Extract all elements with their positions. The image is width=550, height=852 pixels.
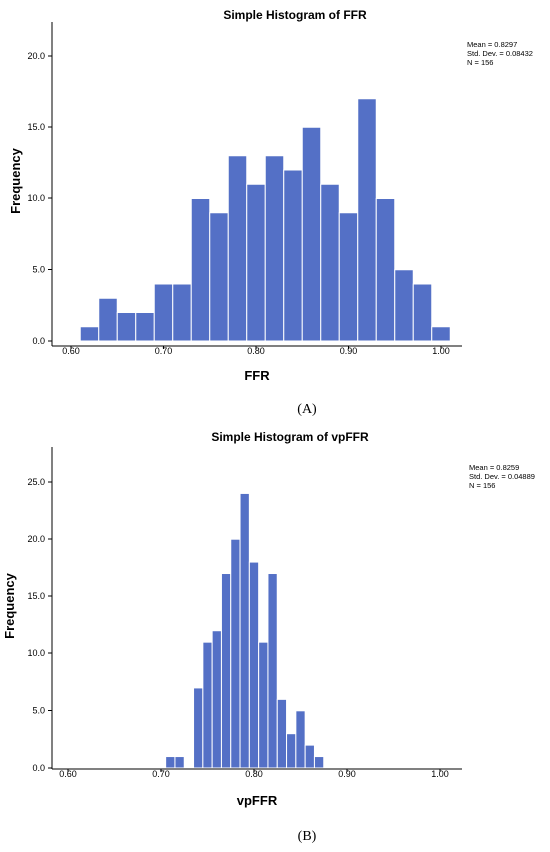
- histogram-bar: [375, 198, 396, 342]
- panel-label: (A): [297, 402, 317, 417]
- histogram-bar: [276, 698, 288, 769]
- histogram-bar: [301, 126, 322, 342]
- x-axis-title: vpFFR: [237, 793, 278, 808]
- histogram-bar: [227, 155, 248, 342]
- histogram-bar: [174, 756, 185, 769]
- y-tick-label: 20.0: [27, 534, 45, 544]
- histogram-panel-vpffr: Simple Histogram of vpFFR 0.0 5.0 10.0 15.0 2…: [2, 430, 535, 844]
- y-tick-label: 25.0: [27, 477, 45, 487]
- histogram-bar: [267, 573, 278, 769]
- histogram-bar: [412, 283, 433, 342]
- x-tick-label: 0.70: [155, 346, 173, 356]
- histogram-bar: [98, 297, 118, 342]
- histogram-bar: [431, 326, 451, 342]
- histogram-bar: [116, 312, 137, 342]
- histogram-bar: [239, 492, 250, 769]
- histogram-bar: [209, 212, 229, 342]
- x-tick-label: 0.90: [338, 769, 356, 779]
- histogram-bar: [320, 183, 340, 342]
- histogram-panel-ffr: Simple Histogram of FFR 0.0 5.0 10.0 15.0 20.…: [8, 8, 533, 417]
- y-axis-title: Frequency: [8, 147, 23, 214]
- x-tick-label: 0.80: [247, 346, 265, 356]
- histogram-bar: [211, 630, 222, 769]
- histogram-bar: [248, 561, 260, 769]
- y-tick-label: 15.0: [27, 122, 45, 132]
- histogram-bar: [258, 641, 269, 769]
- chart-title: Simple Histogram of FFR: [223, 8, 367, 22]
- histogram-bar: [295, 710, 306, 769]
- histogram-bar: [220, 573, 232, 769]
- x-tick-label: 0.60: [59, 769, 77, 779]
- histogram-bar: [286, 733, 297, 769]
- histogram-bar: [283, 169, 303, 342]
- histogram-bar: [165, 756, 176, 769]
- histogram-bar: [202, 641, 213, 769]
- stats-annotation: Std. Dev. = 0.04889: [469, 472, 535, 481]
- histogram-bar: [246, 183, 266, 342]
- y-tick-label: 20.0: [27, 51, 45, 61]
- stats-annotation: Std. Dev. = 0.08432: [467, 49, 533, 58]
- stats-annotation: N = 156: [467, 58, 493, 67]
- y-tick-label: 10.0: [27, 193, 45, 203]
- x-axis-title: FFR: [244, 368, 270, 383]
- histogram-bar: [193, 687, 204, 769]
- y-axis-title: Frequency: [2, 572, 17, 639]
- histogram-bar: [394, 269, 414, 342]
- x-tick-label: 1.00: [432, 346, 450, 356]
- y-tick-label: 5.0: [32, 706, 45, 716]
- y-tick-label: 5.0: [32, 265, 45, 275]
- y-tick-label: 15.0: [27, 591, 45, 601]
- histogram-bar: [338, 212, 359, 342]
- chart-title: Simple Histogram of vpFFR: [211, 430, 369, 444]
- histogram-bar: [153, 283, 174, 342]
- stats-annotation: Mean = 0.8297: [467, 40, 517, 49]
- y-tick-label: 0.0: [32, 336, 45, 346]
- x-tick-label: 0.60: [62, 346, 80, 356]
- histogram-bar: [313, 756, 325, 769]
- x-tick-label: 0.70: [152, 769, 170, 779]
- stats-annotation: N = 156: [469, 481, 495, 490]
- histogram-bar: [79, 326, 100, 342]
- y-tick-label: 0.0: [32, 763, 45, 773]
- y-tick-label: 10.0: [27, 648, 45, 658]
- x-tick-label: 1.00: [431, 769, 449, 779]
- stats-annotation: Mean = 0.8259: [469, 463, 519, 472]
- histogram-bar: [135, 312, 155, 342]
- x-tick-label: 0.80: [245, 769, 263, 779]
- histogram-bar: [304, 744, 315, 769]
- histogram-bar: [264, 155, 285, 342]
- histogram-bar: [172, 283, 192, 342]
- x-tick-label: 0.90: [340, 346, 358, 356]
- histogram-bar: [357, 98, 377, 342]
- histogram-bar: [230, 538, 241, 769]
- histogram-bar: [190, 198, 211, 342]
- panel-label: (B): [298, 829, 317, 844]
